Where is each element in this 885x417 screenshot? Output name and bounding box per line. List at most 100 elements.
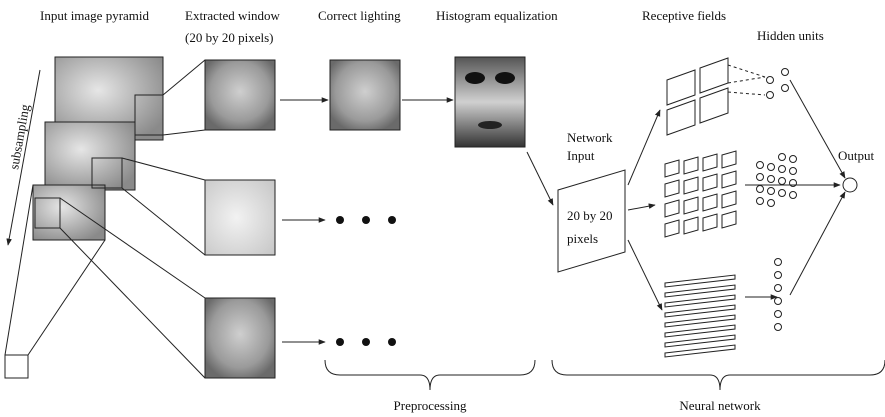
receptive-field [721,210,737,229]
hidden-unit [756,161,764,169]
braces [324,359,536,391]
image-pyramid [162,129,206,136]
receptive-field [683,156,699,175]
label: subsampling [6,103,32,171]
image-pyramid [44,121,136,191]
network [756,68,797,331]
receptive-field [702,173,718,192]
label: Preprocessing [394,398,467,413]
receptive-field [664,284,736,298]
image-pyramid [134,94,164,136]
label: pixels [567,231,598,246]
image-pyramid [34,197,61,229]
windows [454,56,526,148]
network [664,150,737,238]
receptive-field [664,199,680,218]
windows [495,72,515,84]
braces [551,359,885,391]
receptive-field [664,274,736,288]
receptive-field [683,176,699,195]
hidden-unit [774,297,782,305]
receptive-field [683,216,699,235]
network [727,64,766,78]
label: (20 by 20 pixels) [185,30,273,45]
hidden-unit [756,197,764,205]
network [557,169,626,273]
image-pyramid [91,157,123,189]
receptive-field [664,324,736,338]
label: Neural network [679,398,761,413]
label: Hidden units [757,28,824,43]
braces: Preprocessing Neural network [324,359,885,413]
hidden-unit [789,191,797,199]
network [526,151,554,206]
network [627,109,661,186]
hidden-unit [766,76,774,84]
hidden-unit [767,187,775,195]
image-pyramid [6,69,41,246]
hidden-unit [767,175,775,183]
hidden-unit [756,185,764,193]
label: Receptive fields [642,8,726,23]
windows [336,216,344,224]
network [666,99,696,136]
windows [362,338,370,346]
receptive-field [721,170,737,189]
receptive-field [664,344,736,358]
label: Network [567,130,613,145]
image-pyramid [4,56,206,379]
windows [388,338,396,346]
image-pyramid [59,227,206,379]
receptive-field [721,150,737,169]
receptive-field [664,159,680,178]
hidden-unit [781,84,789,92]
image-pyramid [32,184,106,241]
hidden-unit [778,189,786,197]
windows [478,121,502,129]
receptive-field [702,193,718,212]
hidden-unit [778,153,786,161]
network [666,69,696,106]
windows [204,59,276,131]
hidden-unit [789,167,797,175]
image-pyramid [4,354,29,379]
receptive-field [702,153,718,172]
receptive-field [664,334,736,348]
label: Input [567,148,595,163]
network [664,274,736,358]
hidden-unit [767,199,775,207]
receptive-field [721,190,737,209]
windows [388,216,396,224]
hidden-unit [774,258,782,266]
hidden-unit [778,177,786,185]
network [842,177,858,193]
receptive-field [683,196,699,215]
windows [204,297,276,379]
hidden-unit [774,284,782,292]
network [789,79,846,179]
hidden-unit [774,271,782,279]
windows [362,216,370,224]
receptive-field [664,314,736,328]
hidden-unit [774,323,782,331]
label: Correct lighting [318,8,401,23]
windows [204,179,276,256]
hidden-unit [781,68,789,76]
receptive-field [664,179,680,198]
image-pyramid [27,239,106,356]
image-pyramid [59,197,206,299]
receptive-field [664,304,736,318]
receptive-field [702,213,718,232]
hidden-unit [766,91,774,99]
windows [336,338,344,346]
network [627,239,663,311]
image-pyramid [4,184,34,356]
network [627,203,656,211]
label: Output [838,148,875,163]
hidden-unit [767,163,775,171]
label: Histogram equalization [436,8,558,23]
receptive-field [664,294,736,308]
windows [329,59,401,131]
network: Network Input 20 by 20 pixels Output [526,57,875,358]
